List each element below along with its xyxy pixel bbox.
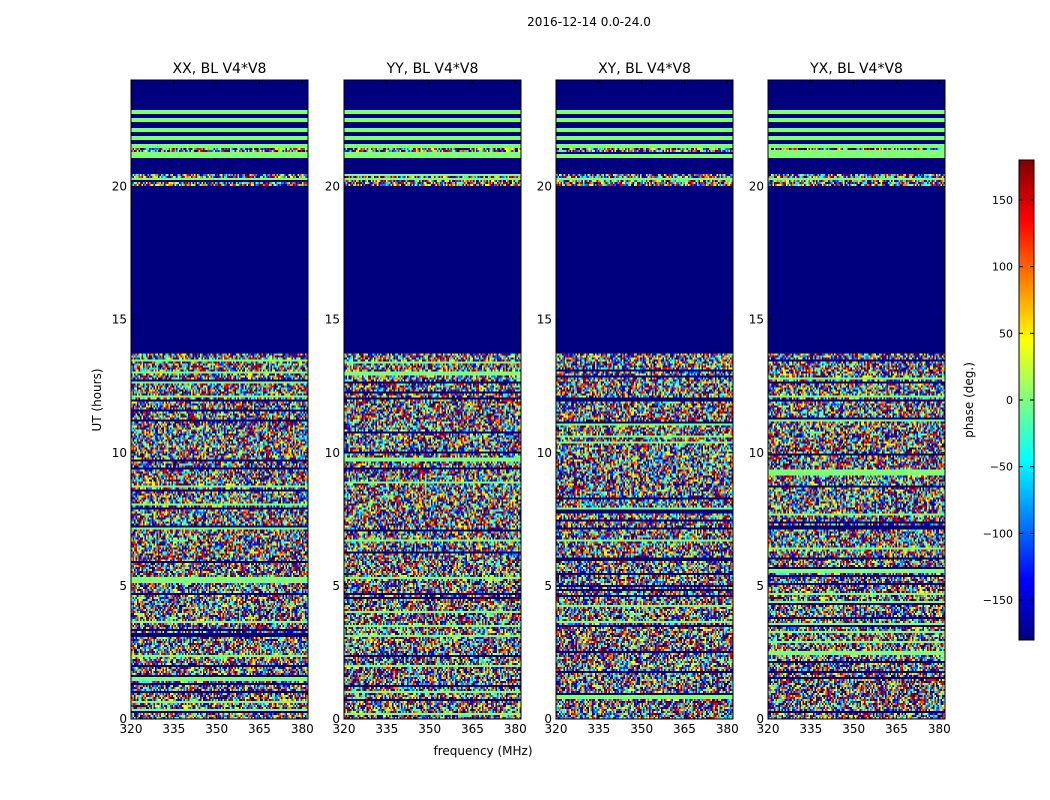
- y-tick-label: 5: [544, 579, 552, 593]
- x-tick-label: 320: [333, 722, 356, 736]
- x-tick-label: 335: [375, 722, 398, 736]
- colorbar-tick-label: 150: [992, 194, 1013, 207]
- x-tick-label: 320: [545, 722, 568, 736]
- x-tick-label: 350: [630, 722, 653, 736]
- panel-title: YY, BL V4*V8: [386, 61, 479, 77]
- heatmap-image: [131, 80, 308, 719]
- panel-yy: YY, BL V4*V8 320 335 350 365 380 0 5 10 15 20: [325, 61, 527, 736]
- colorbar-tick-label: −50: [990, 461, 1013, 474]
- x-tick-label: 350: [418, 722, 441, 736]
- x-tick-label: 380: [716, 722, 739, 736]
- y-tick-label: 0: [544, 712, 552, 726]
- x-tick-label: 335: [162, 722, 185, 736]
- panel-yx: YX, BL V4*V8 320 335 350 365 380 0 5 10 15 20: [749, 61, 951, 736]
- y-tick-label: 20: [112, 180, 127, 194]
- y-tick-label: 0: [332, 712, 340, 726]
- y-tick-label: 10: [112, 446, 127, 460]
- panel-title: XX, BL V4*V8: [173, 61, 267, 77]
- y-tick-label: 15: [112, 313, 127, 327]
- x-tick-label: 320: [120, 722, 143, 736]
- heatmap-image: [344, 80, 521, 719]
- x-tick-label: 380: [291, 722, 314, 736]
- axes-frame: [343, 79, 522, 720]
- panel-title: YX, BL V4*V8: [809, 61, 903, 77]
- y-tick-label: 20: [537, 180, 552, 194]
- y-tick-label: 0: [756, 712, 764, 726]
- colorbar-tick-label: 50: [999, 327, 1013, 340]
- y-tick-label: 0: [119, 712, 127, 726]
- x-tick-label: 365: [885, 722, 908, 736]
- colorbar: −150 −100 −50 0 50 100 150: [983, 159, 1035, 641]
- y-tick-label: 20: [325, 180, 340, 194]
- y-tick-label: 15: [325, 313, 340, 327]
- colorbar-tick-label: 100: [992, 261, 1013, 274]
- x-tick-label: 350: [842, 722, 865, 736]
- y-tick-label: 5: [119, 579, 127, 593]
- axes-frame: [130, 79, 309, 720]
- panel-xx: XX, BL V4*V8 320 335 350 365 380 0 5 10 15 20: [112, 61, 314, 736]
- colorbar-label: phase (deg.): [962, 362, 976, 438]
- y-tick-label: 5: [332, 579, 340, 593]
- y-tick-label: 15: [749, 313, 764, 327]
- y-axis-label: UT (hours): [90, 368, 104, 431]
- x-tick-label: 380: [504, 722, 527, 736]
- x-tick-label: 365: [248, 722, 271, 736]
- colorbar-tick-label: −150: [983, 594, 1013, 607]
- y-tick-label: 10: [749, 446, 764, 460]
- y-tick-label: 20: [749, 180, 764, 194]
- y-tick-label: 5: [756, 579, 764, 593]
- colorbar-tick-label: −100: [983, 527, 1013, 540]
- axes-frame: [767, 79, 946, 720]
- y-tick-label: 15: [537, 313, 552, 327]
- x-axis-label: frequency (MHz): [433, 744, 532, 758]
- y-tick-label: 10: [325, 446, 340, 460]
- panel-xy: XY, BL V4*V8 320 335 350 365 380 0 5 10 15 20: [537, 61, 739, 736]
- x-tick-label: 365: [461, 722, 484, 736]
- panel-title: XY, BL V4*V8: [598, 61, 691, 77]
- colorbar-tick-label: 0: [1006, 394, 1013, 407]
- x-tick-label: 335: [587, 722, 610, 736]
- heatmap-image: [556, 80, 733, 719]
- x-tick-label: 380: [928, 722, 951, 736]
- x-tick-label: 365: [673, 722, 696, 736]
- x-tick-label: 320: [757, 722, 780, 736]
- y-tick-label: 10: [537, 446, 552, 460]
- x-tick-label: 350: [205, 722, 228, 736]
- figure-suptitle: 2016-12-14 0.0-24.0: [527, 15, 651, 29]
- axes-frame: [555, 79, 734, 720]
- x-tick-label: 335: [799, 722, 822, 736]
- heatmap-image: [768, 80, 945, 719]
